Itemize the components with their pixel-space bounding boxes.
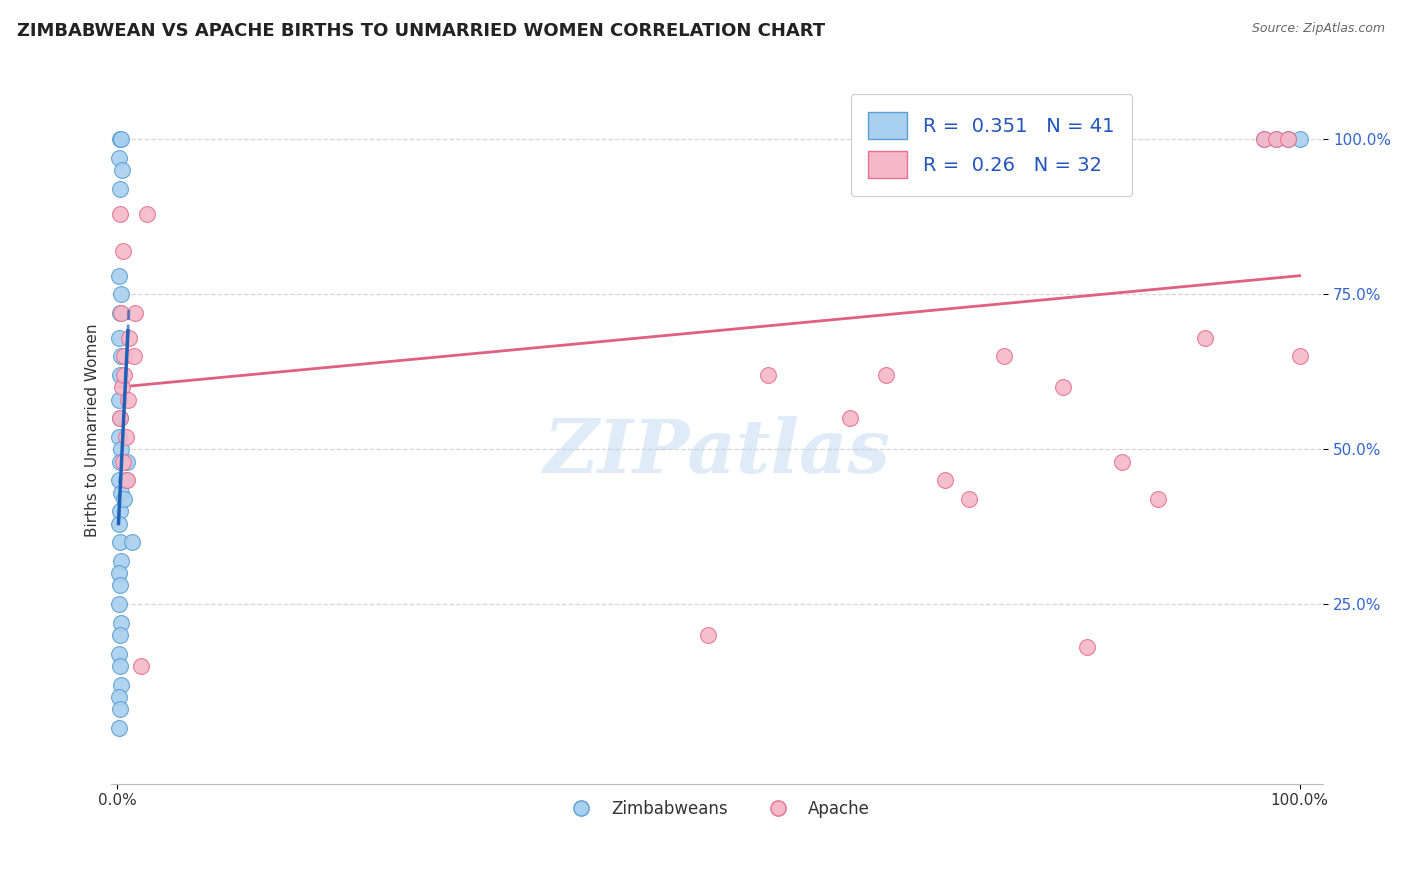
Point [110, 677, 132, 691]
Point [107, 473, 129, 487]
Point [111, 163, 134, 178]
Point [112, 349, 135, 363]
Point [108, 306, 131, 320]
Point [107, 392, 129, 407]
Point [124, 306, 146, 320]
Point [1076, 640, 1098, 655]
Point [756, 368, 779, 382]
Point [108, 132, 131, 146]
Point [108, 504, 131, 518]
Point [108, 411, 131, 425]
Point [111, 380, 134, 394]
Point [112, 491, 135, 506]
Point [108, 659, 131, 673]
Point [1194, 331, 1216, 345]
Point [934, 473, 956, 487]
Point [108, 411, 131, 425]
Point [1253, 132, 1275, 146]
Point [107, 647, 129, 661]
Point [1265, 132, 1288, 146]
Text: Source: ZipAtlas.com: Source: ZipAtlas.com [1251, 22, 1385, 36]
Point [1265, 132, 1288, 146]
Point [107, 430, 129, 444]
Point [1277, 132, 1299, 146]
Point [117, 392, 139, 407]
Point [107, 268, 129, 283]
Point [110, 132, 132, 146]
Point [110, 442, 132, 457]
Point [993, 349, 1015, 363]
Point [957, 491, 980, 506]
Point [135, 207, 157, 221]
Point [110, 485, 132, 500]
Point [118, 331, 141, 345]
Point [107, 721, 129, 735]
Point [112, 368, 135, 382]
Point [108, 535, 131, 549]
Point [115, 473, 138, 487]
Point [115, 454, 138, 468]
Point [1288, 132, 1310, 146]
Point [107, 566, 129, 580]
Point [1253, 132, 1275, 146]
Point [1146, 491, 1168, 506]
Text: ZIPatlas: ZIPatlas [544, 416, 891, 488]
Point [108, 628, 131, 642]
Point [110, 349, 132, 363]
Point [110, 287, 132, 301]
Y-axis label: Births to Unmarried Women: Births to Unmarried Women [86, 324, 100, 537]
Point [129, 659, 152, 673]
Point [108, 182, 131, 196]
Point [108, 207, 131, 221]
Point [697, 628, 720, 642]
Point [107, 516, 129, 531]
Point [1052, 380, 1074, 394]
Point [110, 615, 132, 630]
Point [108, 702, 131, 716]
Point [114, 473, 136, 487]
Point [112, 454, 135, 468]
Point [875, 368, 897, 382]
Point [121, 535, 143, 549]
Point [1111, 454, 1133, 468]
Point [110, 306, 132, 320]
Point [107, 151, 129, 165]
Text: ZIMBABWEAN VS APACHE BIRTHS TO UNMARRIED WOMEN CORRELATION CHART: ZIMBABWEAN VS APACHE BIRTHS TO UNMARRIED… [17, 22, 825, 40]
Point [122, 349, 145, 363]
Point [110, 554, 132, 568]
Point [108, 454, 131, 468]
Point [107, 690, 129, 704]
Point [108, 368, 131, 382]
Point [1277, 132, 1299, 146]
Point [107, 597, 129, 611]
Point [839, 411, 862, 425]
Point [108, 578, 131, 592]
Point [107, 331, 129, 345]
Point [1288, 349, 1310, 363]
Legend: Zimbabweans, Apache: Zimbabweans, Apache [558, 794, 876, 825]
Point [112, 244, 135, 258]
Point [114, 430, 136, 444]
